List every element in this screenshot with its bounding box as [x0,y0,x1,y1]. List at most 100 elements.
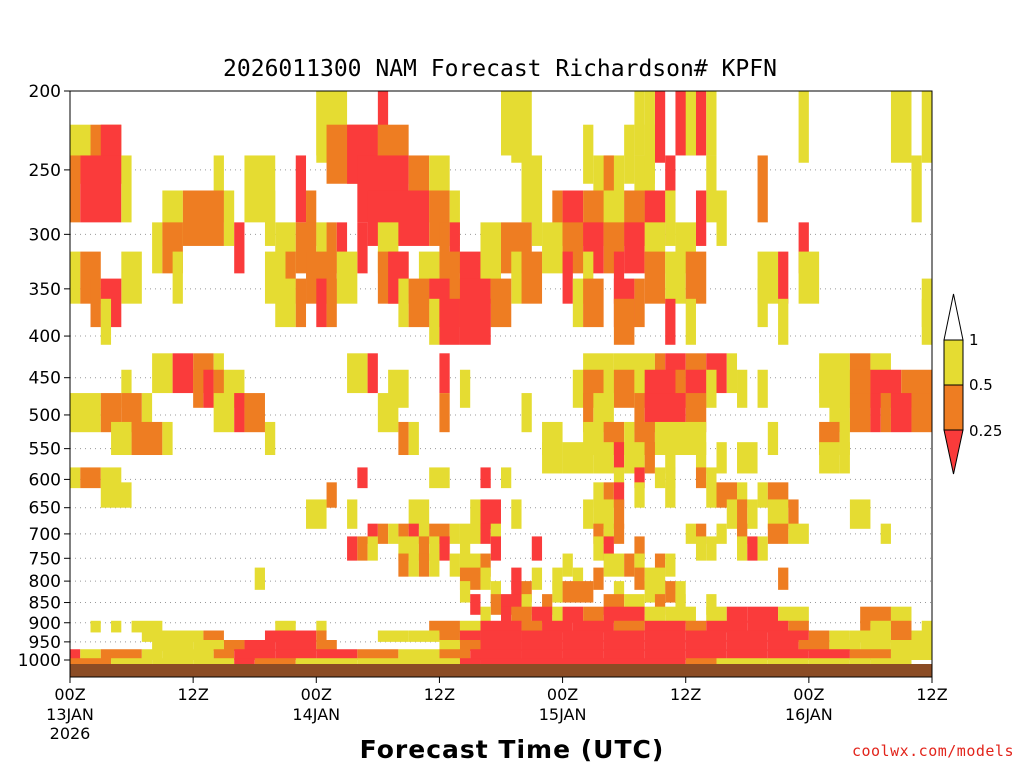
richardson-cell [849,630,891,642]
richardson-cell [480,499,501,529]
richardson-cell [480,567,491,590]
richardson-cell [336,222,348,274]
richardson-cell [162,649,214,660]
richardson-cell [890,393,912,433]
richardson-cell [480,523,491,544]
y-axis: 200 250 300 350 400 450 500 550 600 650 700 750 8008… [18,82,70,671]
richardson-cell [675,581,686,603]
richardson-cell [829,630,850,642]
richardson-cell [100,482,132,508]
richardson-cell [572,278,584,328]
richardson-cell [849,649,891,660]
richardson-cell [254,567,265,590]
colorbar-band-0.25-0.5 [943,384,964,431]
richardson-cell [665,581,676,603]
richardson-cell [624,124,635,184]
richardson-cell [613,442,625,474]
richardson-cell [808,649,850,660]
richardson-cell [316,278,327,328]
richardson-cell [788,523,809,544]
richardson-cell [439,298,460,345]
richardson-cell [870,620,891,633]
richardson-cell [111,658,153,664]
richardson-cell [716,442,727,474]
richardson-cell [921,91,932,163]
richardson-cell [593,442,614,474]
richardson-cell [418,553,430,577]
richardson-cell [398,278,409,328]
richardson-cell [778,567,789,590]
x-tick-label: 12Z [670,685,701,704]
y-tick-label: 850 [29,594,61,614]
richardson-cell [860,640,891,652]
richardson-cell [100,298,112,345]
richardson-cell [347,536,358,561]
chart-title: 2026011300 NAM Forecast Richardson# KPFN [223,56,777,82]
y-tick-label: 800 [29,572,61,592]
richardson-cell [182,190,224,246]
richardson-cell [326,482,337,508]
richardson-cell [706,91,717,156]
x-tick-date: 16JAN [785,705,833,724]
y-tick-label: 950 [29,633,61,653]
richardson-cell [706,467,717,489]
richardson-cell [398,649,440,660]
richardson-cell [644,630,686,642]
richardson-cell [890,91,912,163]
richardson-cell [367,190,430,246]
richardson-cell [634,278,645,328]
richardson-cell [737,523,748,544]
richardson-cell [306,190,317,246]
richardson-cell [583,124,594,184]
richardson-cell [890,606,912,623]
richardson-cell [890,649,932,660]
plot-frame [69,90,933,678]
richardson-cell [613,499,625,529]
richardson-cell [716,190,727,246]
richardson-cell [593,567,604,590]
richardson-cell [798,251,820,304]
richardson-cell [778,251,789,304]
source-credit[interactable]: coolwx.com/models [851,742,1014,760]
richardson-cell [131,421,163,456]
richardson-cell [839,442,850,474]
richardson-cell [141,649,163,660]
richardson-cell [264,630,286,642]
richardson-cell [634,393,645,433]
richardson-cell [408,523,419,544]
richardson-cell [706,606,727,623]
richardson-cell [80,467,101,489]
richardson-cell [459,536,471,561]
richardson-cell [665,155,676,223]
x-axis-label: Forecast Time (UTC) [360,735,665,764]
richardson-cell [829,640,861,652]
richardson-cell [583,393,594,433]
x-tick-year: 2026 [50,724,91,743]
richardson-cell [572,369,584,408]
richardson-cell [613,620,645,633]
richardson-cell [511,567,522,590]
richardson-cell [470,594,481,615]
richardson-cell [316,620,327,633]
richardson-cell [70,251,81,304]
colorbar-level-label: 0.5 [969,376,993,394]
x-tick-date: 15JAN [539,705,587,724]
richardson-cell [244,393,265,433]
richardson-cell [70,658,112,664]
richardson-cell [665,482,676,508]
richardson-cell [757,482,768,508]
richardson-cell [439,640,460,652]
richardson-cell [490,523,501,544]
richardson-cell [911,630,932,642]
richardson-cell [521,251,543,304]
richardson-cell [531,190,543,246]
richardson-cell [613,369,635,408]
richardson-cell [685,630,727,642]
richardson-cell [788,499,799,529]
richardson-cell [562,630,604,642]
richardson-cell [429,298,440,345]
richardson-cell [613,251,625,304]
richardson-cell [583,278,604,328]
richardson-cell [408,630,440,642]
